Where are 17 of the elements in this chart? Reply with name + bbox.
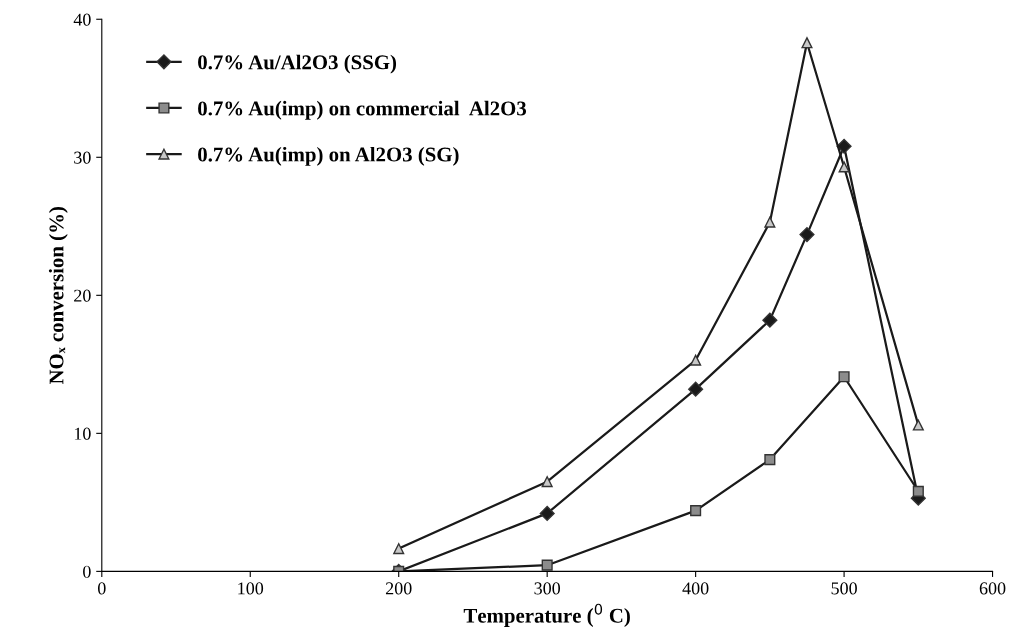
x-tick-label: 400	[682, 582, 709, 595]
legend-label: 0.7% Au(imp) on Al2O3 (SG)	[198, 146, 459, 166]
y-tick-label: 10	[74, 427, 91, 440]
y-tick-label: 30	[74, 151, 91, 164]
x-tick-label: 200	[385, 582, 412, 595]
y-axis-title: NOₓ conversion (%)	[48, 207, 68, 385]
legend-label: 0.7% Au(imp) on commercial Al2O3	[198, 100, 527, 120]
y-tick-label: 20	[74, 289, 91, 302]
y-tick-label: 40	[73, 13, 91, 26]
legend-label: 0.7% Au/Al2O3 (SSG)	[198, 54, 397, 74]
y-tick-label: 0	[83, 565, 91, 578]
x-tick-label: 0	[97, 582, 106, 595]
x-tick-label: 600	[979, 582, 1006, 595]
x-axis-title: Temperature ($^{0}$ C)	[463, 603, 630, 627]
x-tick-label: 100	[238, 582, 264, 595]
x-tick-label: 500	[831, 582, 857, 595]
x-tick-label: 300	[534, 582, 561, 595]
